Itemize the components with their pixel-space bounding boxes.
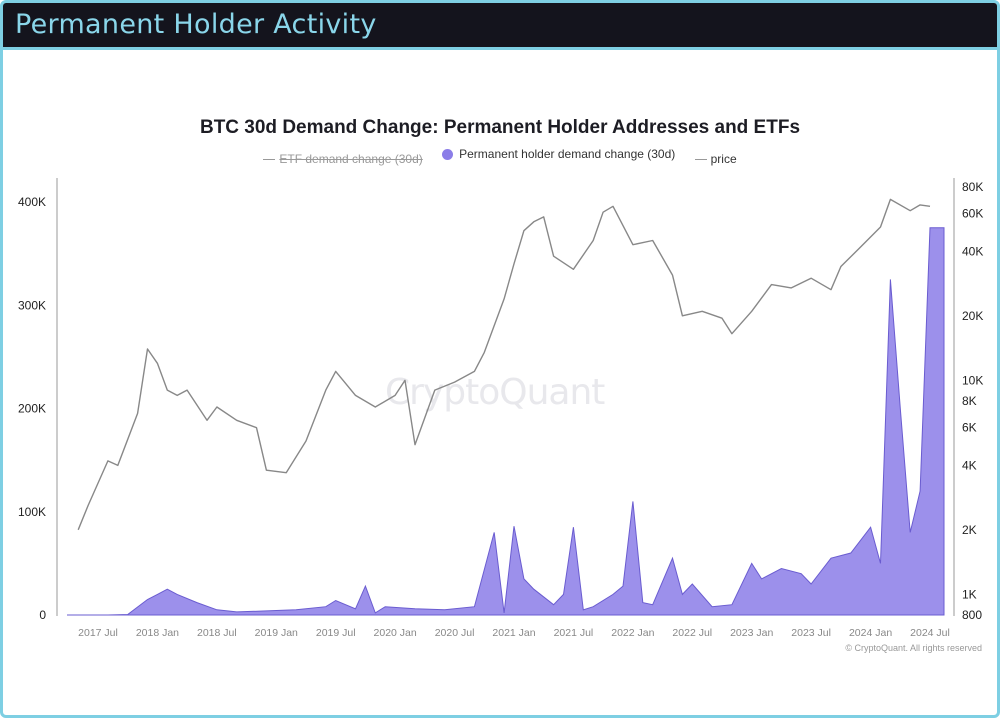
- line-marker-icon: [263, 158, 276, 160]
- chart-legend: ETF demand change (30d) Permanent holder…: [0, 147, 1000, 166]
- svg-text:2023 Jan: 2023 Jan: [730, 627, 773, 639]
- copyright-credit: © CryptoQuant. All rights reserved: [845, 643, 982, 653]
- chart-title: BTC 30d Demand Change: Permanent Holder …: [199, 117, 801, 138]
- legend-item-price[interactable]: price: [694, 152, 737, 166]
- right-axis-ticks: 800 1K 2K 4K 6K 8K 10K 20K 40K 60K 80K: [962, 180, 983, 622]
- svg-text:2020 Jan: 2020 Jan: [374, 627, 417, 639]
- svg-text:2024 Jan: 2024 Jan: [849, 627, 892, 639]
- svg-text:300K: 300K: [18, 298, 46, 312]
- svg-text:2023 Jul: 2023 Jul: [791, 627, 831, 639]
- svg-text:2017 Jul: 2017 Jul: [78, 627, 118, 639]
- svg-text:2020 Jul: 2020 Jul: [435, 627, 475, 639]
- price-line: [77, 198, 931, 531]
- panel-title: Permanent Holder Activity: [15, 9, 377, 40]
- left-axis-ticks: 0 100K 200K 300K 400K: [18, 195, 46, 622]
- permanent-holder-area: [67, 227, 945, 616]
- svg-text:10K: 10K: [962, 373, 983, 387]
- svg-text:40K: 40K: [962, 244, 983, 258]
- svg-text:2018 Jan: 2018 Jan: [136, 627, 179, 639]
- svg-text:2021 Jan: 2021 Jan: [492, 627, 535, 639]
- svg-text:800: 800: [962, 608, 982, 622]
- legend-item-permanent-holder[interactable]: Permanent holder demand change (30d): [442, 147, 675, 161]
- svg-text:2021 Jul: 2021 Jul: [554, 627, 594, 639]
- svg-text:6K: 6K: [962, 421, 977, 435]
- panel-header: Permanent Holder Activity: [3, 3, 997, 50]
- svg-text:0: 0: [39, 608, 46, 622]
- svg-text:2022 Jul: 2022 Jul: [672, 627, 712, 639]
- svg-text:100K: 100K: [18, 505, 46, 519]
- svg-text:2019 Jan: 2019 Jan: [255, 627, 298, 639]
- svg-text:2018 Jul: 2018 Jul: [197, 627, 237, 639]
- svg-text:60K: 60K: [962, 207, 983, 221]
- svg-text:8K: 8K: [962, 394, 977, 408]
- svg-text:80K: 80K: [962, 180, 983, 194]
- x-axis-ticks: 2017 Jul 2018 Jan 2018 Jul 2019 Jan 2019 Jul…: [78, 627, 950, 639]
- line-marker-icon: [694, 158, 707, 160]
- svg-text:2022 Jan: 2022 Jan: [611, 627, 654, 639]
- svg-text:2019 Jul: 2019 Jul: [316, 627, 356, 639]
- svg-text:400K: 400K: [18, 195, 46, 209]
- svg-text:2K: 2K: [962, 523, 977, 537]
- svg-text:2024 Jul: 2024 Jul: [910, 627, 950, 639]
- dot-marker-icon: [442, 148, 454, 160]
- svg-text:200K: 200K: [18, 402, 46, 416]
- svg-text:4K: 4K: [962, 458, 977, 472]
- legend-item-etf-demand[interactable]: ETF demand change (30d): [263, 152, 423, 166]
- svg-text:1K: 1K: [962, 587, 977, 601]
- svg-text:20K: 20K: [962, 309, 983, 323]
